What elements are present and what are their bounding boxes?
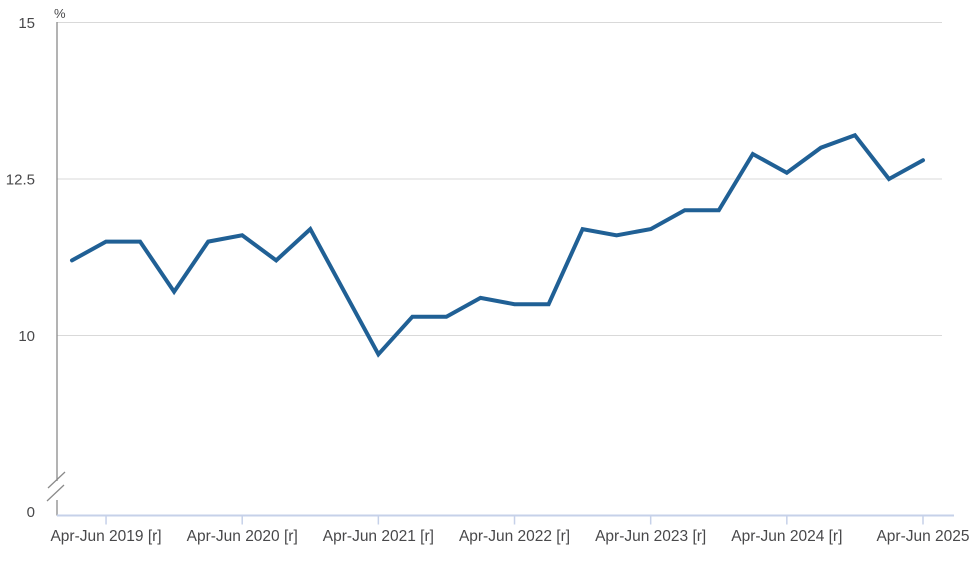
x-tick-label: Apr-Jun 2024 [r] [731, 528, 842, 545]
axis-labels: % 15 12.5 10 0 Apr-Jun 2019 [r] Apr-Jun 2020 … [6, 6, 970, 545]
gridlines [57, 22, 942, 336]
x-tick-label: Apr-Jun 2019 [r] [50, 528, 161, 545]
x-tick-label: Apr-Jun 2020 [r] [187, 528, 298, 545]
y-tick-label: 15 [18, 15, 35, 32]
y-tick-label: 0 [27, 504, 35, 521]
x-tick-label: Apr-Jun 2023 [r] [595, 528, 706, 545]
x-tick-label: Apr-Jun 2025 [876, 528, 969, 545]
x-tick-label: Apr-Jun 2022 [r] [459, 528, 570, 545]
data-line [70, 132, 925, 358]
axis-break-mark [46, 484, 65, 502]
y-tick-label: 12.5 [6, 172, 35, 189]
data-series [70, 132, 925, 358]
axis-break-mark [47, 471, 66, 489]
x-tick-label: Apr-Jun 2021 [r] [323, 528, 434, 545]
x-axis [57, 514, 954, 525]
y-axis [46, 22, 66, 516]
y-tick-label: 10 [18, 328, 35, 345]
axis-unit-label: % [54, 6, 66, 21]
